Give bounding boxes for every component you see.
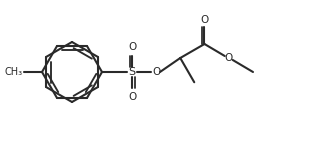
Text: O: O (225, 53, 233, 63)
Text: CH₃: CH₃ (5, 67, 23, 77)
Text: O: O (128, 92, 136, 102)
Text: O: O (200, 15, 209, 25)
Text: S: S (128, 67, 136, 77)
Text: O: O (152, 67, 160, 77)
Text: O: O (128, 42, 136, 52)
